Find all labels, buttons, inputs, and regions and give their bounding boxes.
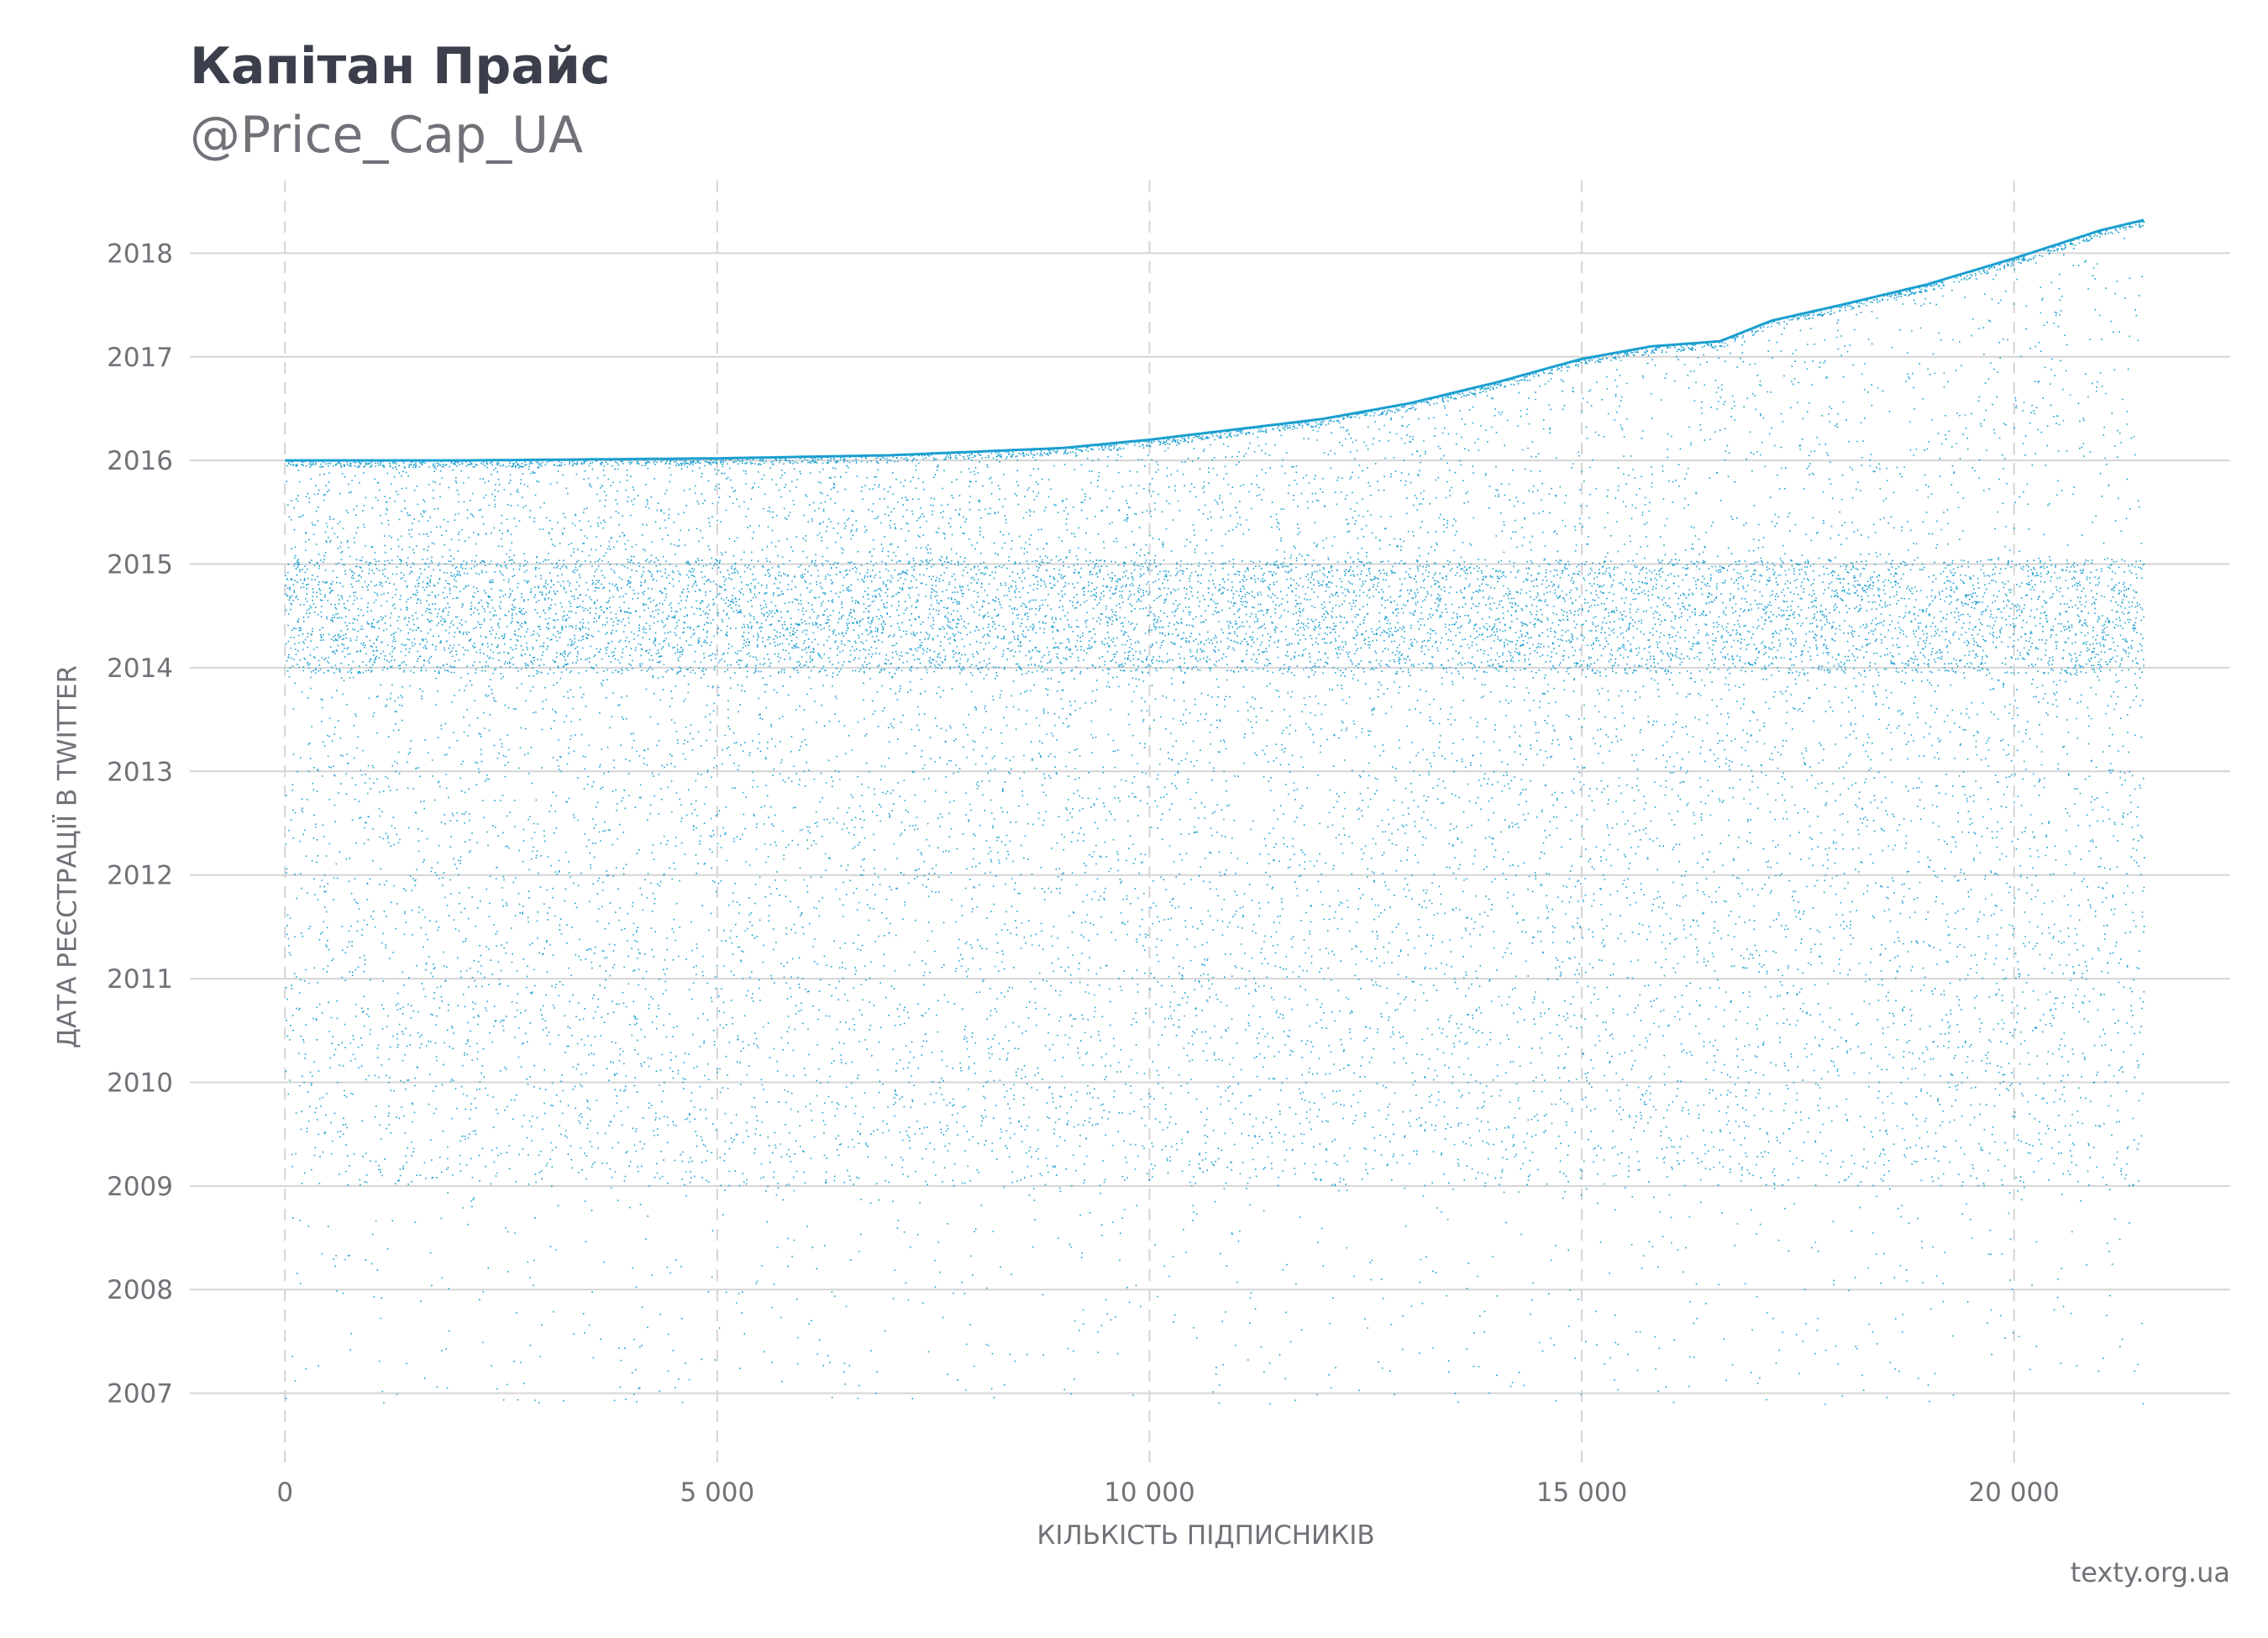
x-tick-label: 20 000 (1968, 1478, 2059, 1508)
y-tick-label: 2014 (107, 654, 173, 684)
y-tick-label: 2012 (107, 861, 173, 891)
y-axis-label: ДАТА РЕЄСТРАЦІЇ В TWITTER (53, 665, 83, 1048)
x-tick-label: 15 000 (1536, 1478, 1627, 1508)
grid-layer (190, 181, 2230, 1466)
upper-envelope-line (285, 218, 2145, 462)
y-tick-label: 2013 (107, 757, 173, 787)
chart-subtitle: @Price_Cap_UA (190, 106, 584, 165)
y-tick-label: 2009 (107, 1172, 173, 1202)
y-tick-label: 2010 (107, 1068, 173, 1098)
y-tick-label: 2015 (107, 550, 173, 580)
y-tick-label: 2018 (107, 239, 173, 269)
ticks-layer: 2007 2008 2009 2010 2011 2012 2013 2014 2015 2016… (107, 239, 2060, 1508)
y-tick-label: 2008 (107, 1275, 173, 1305)
y-tick-label: 2017 (107, 343, 173, 373)
x-tick-label: 0 (276, 1478, 293, 1508)
y-tick-label: 2011 (107, 964, 173, 995)
chart-title: Капітан Прайс (190, 37, 611, 96)
x-tick-label: 5 000 (680, 1478, 754, 1508)
y-tick-label: 2007 (107, 1379, 173, 1410)
x-tick-label: 10 000 (1104, 1478, 1194, 1508)
x-axis-label: КІЛЬКІСТЬ ПІДПИСНИКІВ (1037, 1520, 1374, 1551)
scatter-points (285, 221, 2145, 1405)
envelope-layer (285, 218, 2145, 462)
source-credit: texty.org.ua (2070, 1557, 2230, 1588)
y-tick-label: 2016 (107, 446, 173, 476)
points-layer (285, 221, 2145, 1405)
